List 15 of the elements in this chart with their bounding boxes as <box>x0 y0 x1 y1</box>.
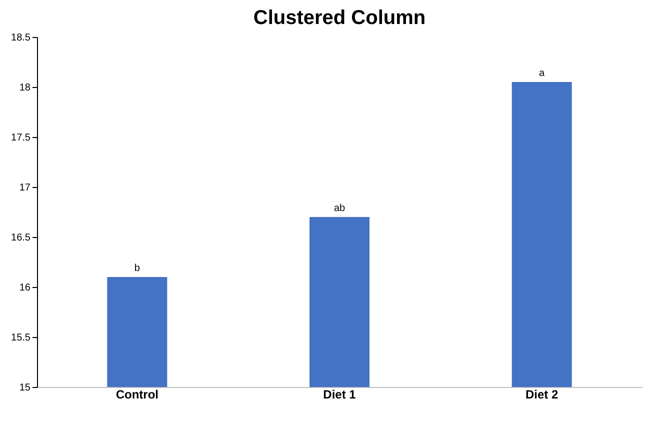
annotation: ab <box>334 203 346 214</box>
x-tick-label: Control <box>116 388 158 402</box>
y-tick-label: 16 <box>19 282 31 294</box>
y-tick-label: 17 <box>19 182 31 194</box>
annotation: a <box>539 68 546 79</box>
chart-title: Clustered Column <box>253 7 426 29</box>
y-tick-label: 15 <box>19 382 31 394</box>
x-tick-label: Diet 2 <box>525 388 558 402</box>
annotation: b <box>134 263 140 274</box>
y-tick-label: 18.5 <box>11 32 31 44</box>
y-tick-label: 16.5 <box>11 232 31 244</box>
y-tick-label: 18 <box>19 82 31 94</box>
y-tick-label: 15.5 <box>11 332 31 344</box>
y-tick-label: 17.5 <box>11 132 31 144</box>
x-tick-label: Diet 1 <box>323 388 356 402</box>
